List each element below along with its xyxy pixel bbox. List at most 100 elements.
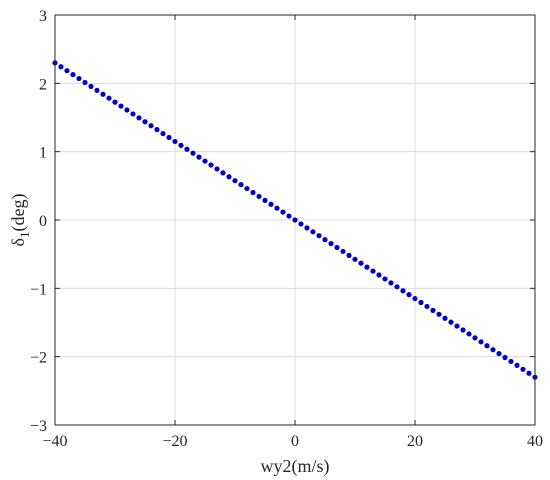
y-axis-label-rest: (deg) xyxy=(8,194,29,232)
data-point xyxy=(148,123,154,129)
data-point xyxy=(316,233,322,239)
data-point xyxy=(220,170,226,176)
data-point xyxy=(76,75,82,82)
data-point xyxy=(238,182,244,188)
data-point xyxy=(298,221,304,227)
data-point xyxy=(370,268,376,274)
y-tick-label: 3 xyxy=(39,8,47,25)
data-point xyxy=(526,370,532,376)
data-point xyxy=(400,288,406,294)
data-point xyxy=(172,138,178,145)
data-point xyxy=(514,362,520,368)
data-point xyxy=(364,264,370,270)
data-point xyxy=(484,343,490,349)
y-tick-label: 1 xyxy=(39,145,47,162)
data-point xyxy=(430,307,436,313)
data-point xyxy=(478,339,484,345)
data-point xyxy=(58,64,64,70)
y-tick-label: −2 xyxy=(30,350,47,367)
data-point xyxy=(472,335,478,341)
data-point xyxy=(304,225,310,231)
data-point xyxy=(256,193,262,200)
data-point xyxy=(376,272,382,278)
data-point xyxy=(154,127,160,133)
data-point xyxy=(436,311,442,317)
x-axis: −40 −20 0 20 40 xyxy=(42,15,543,450)
data-point xyxy=(112,99,118,105)
data-point xyxy=(196,154,202,160)
data-point xyxy=(280,209,286,215)
data-point xyxy=(352,256,358,262)
data-point xyxy=(388,280,394,286)
data-point xyxy=(64,68,70,74)
data-point xyxy=(160,130,166,137)
data-point xyxy=(454,323,460,329)
data-point xyxy=(292,217,298,223)
data-point xyxy=(496,350,502,357)
data-point xyxy=(268,201,274,207)
data-point xyxy=(136,115,142,121)
data-point xyxy=(124,107,130,113)
data-point xyxy=(502,354,508,361)
data-point xyxy=(382,276,388,282)
data-point xyxy=(130,111,136,117)
data-point xyxy=(412,295,418,302)
data-point xyxy=(286,213,292,219)
data-point xyxy=(424,303,430,310)
x-tick-label: 40 xyxy=(527,433,543,450)
y-tick-label: −1 xyxy=(30,281,47,298)
data-point xyxy=(250,189,256,196)
data-point xyxy=(340,248,346,255)
data-point xyxy=(94,87,100,93)
data-point xyxy=(358,260,364,266)
data-point xyxy=(442,315,448,321)
data-point xyxy=(466,331,472,337)
x-tick-label: 20 xyxy=(407,433,423,450)
data-point xyxy=(232,178,238,184)
data-point xyxy=(520,366,526,372)
data-point xyxy=(100,91,106,97)
data-point xyxy=(82,79,88,86)
x-tick-label: −20 xyxy=(162,433,187,450)
data-point xyxy=(202,158,208,164)
data-point xyxy=(244,185,250,192)
data-point xyxy=(394,284,400,290)
data-point xyxy=(208,162,214,168)
x-axis-label: wy2(m/s) xyxy=(261,456,330,477)
data-point xyxy=(166,134,172,141)
data-point xyxy=(118,103,124,109)
x-tick-label: 0 xyxy=(291,433,299,450)
y-axis-label-main: δ xyxy=(8,238,28,246)
data-point xyxy=(418,299,424,306)
data-point xyxy=(262,197,268,203)
data-point xyxy=(70,72,76,78)
data-point xyxy=(226,174,232,180)
x-tick-label: −40 xyxy=(42,433,67,450)
data-series xyxy=(52,60,538,380)
data-point xyxy=(508,358,514,365)
data-point xyxy=(406,292,412,298)
data-point xyxy=(310,229,316,235)
data-point xyxy=(184,146,190,152)
data-point xyxy=(328,240,334,247)
data-point xyxy=(274,205,280,211)
y-tick-label: −3 xyxy=(30,418,47,435)
y-tick-label: 0 xyxy=(39,213,47,230)
data-point xyxy=(178,142,184,148)
data-point xyxy=(460,327,466,333)
data-point xyxy=(190,150,196,156)
data-point xyxy=(214,166,220,172)
data-point xyxy=(88,83,94,90)
data-point xyxy=(448,319,454,325)
data-point xyxy=(346,252,352,258)
y-axis-label-subscript: 1 xyxy=(17,232,32,239)
data-point xyxy=(322,237,328,243)
y-tick-label: 2 xyxy=(39,76,47,93)
data-point xyxy=(334,244,340,251)
y-axis: −3 −2 −1 0 1 2 3 xyxy=(30,8,535,435)
y-axis-label: δ1(deg) xyxy=(8,194,32,247)
data-point xyxy=(490,347,496,353)
data-point xyxy=(106,95,112,101)
data-point xyxy=(142,119,148,125)
